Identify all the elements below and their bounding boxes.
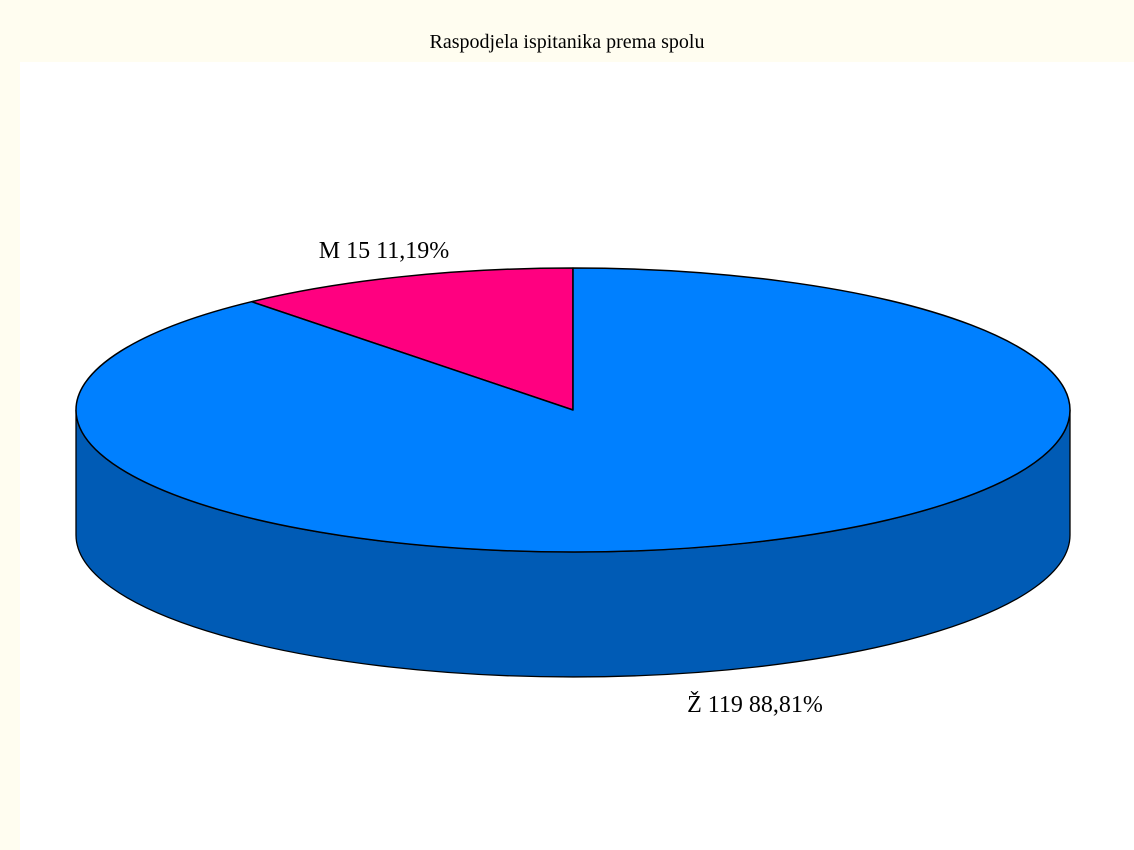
pie-slice-z [75,267,1071,553]
slice-label-z: Ž 119 88,81% [687,692,823,718]
pie-slice-m [250,267,574,411]
pie-top [75,267,1071,553]
chart-title: Raspodjela ispitanika prema spolu [429,31,705,53]
slice-label-m: M 15 11,19% [319,238,449,264]
